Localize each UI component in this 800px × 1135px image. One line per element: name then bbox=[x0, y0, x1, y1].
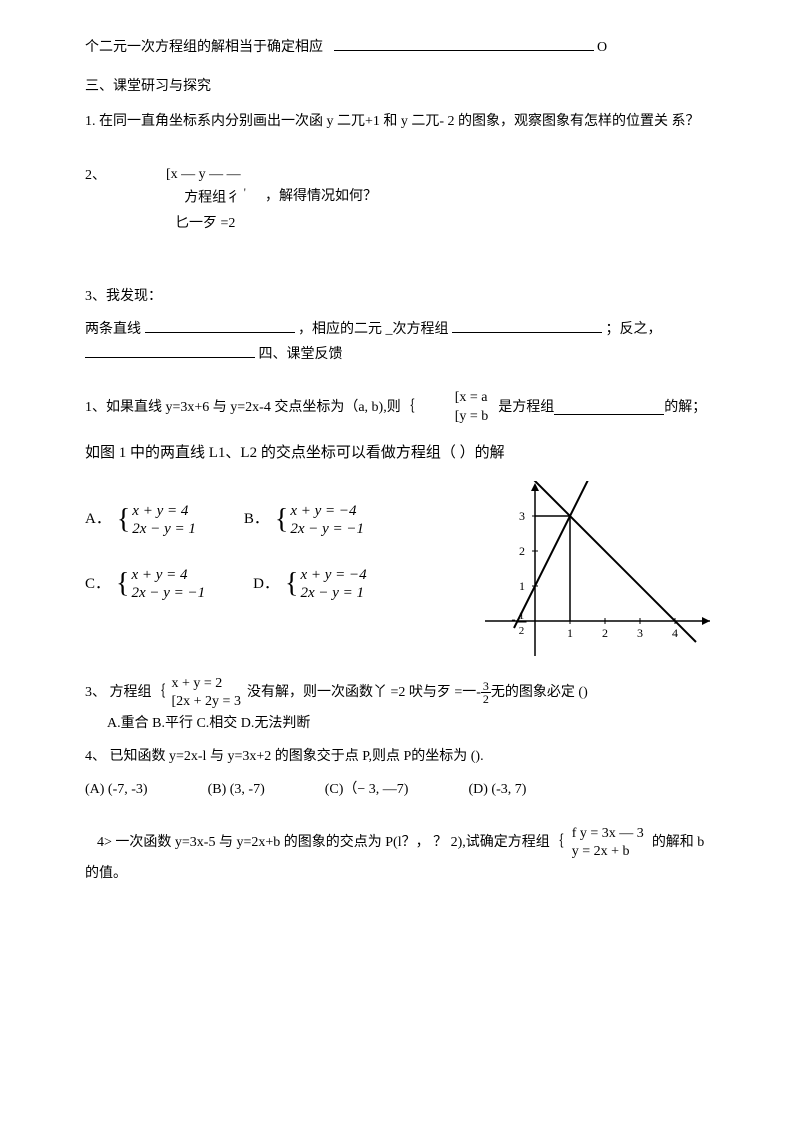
q3-b: ，相应的二元 _次方程组 bbox=[298, 322, 449, 337]
q4b-top: f y = 3x — 3 bbox=[572, 825, 644, 843]
option-d: D． {x + y = −42x − y = 1 bbox=[253, 559, 366, 609]
opt-c-eq1: x + y = 4 bbox=[131, 566, 205, 584]
q2-suffix: ，解得情况如何？ bbox=[265, 184, 377, 209]
q3-c: ；反之， bbox=[606, 322, 662, 337]
fb1-top: [x = a bbox=[455, 389, 489, 407]
q3b-top: x + y = 2 bbox=[172, 675, 241, 693]
opt-d-eq2: 2x − y = 1 bbox=[300, 584, 366, 602]
figure-section: A． {x + y = 42x − y = 1 B． {x + y = −42x… bbox=[85, 481, 715, 661]
opt-b-eq1: x + y = −4 bbox=[290, 502, 364, 520]
q3b-frac: 3 2 bbox=[481, 680, 491, 705]
q4b-bot: y = 2x + b bbox=[572, 843, 644, 861]
fb1-suffix: 的解； bbox=[664, 395, 706, 420]
option-a: A． {x + y = 42x − y = 1 bbox=[85, 495, 196, 545]
q3b-bot: [2x + 2y = 3 bbox=[172, 693, 241, 711]
svg-text:2: 2 bbox=[602, 626, 608, 640]
opt-b-eq2: 2x − y = −1 bbox=[290, 520, 364, 538]
opt-a-eq2: 2x − y = 1 bbox=[132, 520, 196, 538]
top-prefix: 个二元一次方程组的解相当于确定相应 bbox=[85, 40, 323, 55]
opt-d-label: D． bbox=[253, 571, 279, 598]
blank-fb1 bbox=[554, 401, 664, 415]
q3b-mid: 没有解，则一次函数丫 =2 吠与歹 =一- bbox=[247, 680, 481, 705]
opt-b-label: B． bbox=[244, 506, 269, 533]
svg-text:4: 4 bbox=[672, 626, 678, 640]
svg-text:3: 3 bbox=[519, 509, 525, 523]
blank-3b bbox=[452, 319, 602, 333]
q3b-suffix: 无的图象必定 () bbox=[491, 680, 588, 705]
q2-eq-bot: 匕一歹 =2 bbox=[175, 211, 235, 236]
feedback-q4: 4、 已知函数 y=2x-l 与 y=3x+2 的图象交于点 P,则点 P的坐标… bbox=[85, 744, 715, 769]
graph-svg: 1234123-12 bbox=[485, 481, 715, 661]
q3-d: 四、课堂反馈 bbox=[259, 347, 343, 362]
q3b-prefix: 3、 方程组｛ bbox=[85, 680, 166, 705]
section-3-title: 三、课堂研习与探究 bbox=[85, 74, 715, 99]
blank-3a bbox=[145, 319, 295, 333]
q4-opt-d: (D) (-3, 7) bbox=[468, 777, 526, 802]
blank-3c bbox=[85, 344, 255, 358]
q4-opt-b: (B) (3, -7) bbox=[208, 777, 265, 802]
question-3-body: 两条直线 ，相应的二元 _次方程组 ；反之， 四、课堂反馈 bbox=[85, 317, 715, 367]
question-3-title: 3、我发现： bbox=[85, 284, 715, 309]
svg-text:2: 2 bbox=[519, 625, 525, 637]
coordinate-graph: 1234123-12 bbox=[485, 481, 715, 661]
option-c: C． {x + y = 42x − y = −1 bbox=[85, 559, 205, 609]
question-1: 1. 在同一直角坐标系内分别画出一次函 y 二兀+1 和 y 二兀- 2 的图象… bbox=[85, 109, 715, 134]
q3b-options: A.重合 B.平行 C.相交 D.无法判断 bbox=[107, 711, 715, 736]
fb1-prefix: 1、如果直线 y=3x+6 与 y=2x-4 交点坐标为（a, b),则｛ bbox=[85, 395, 415, 420]
top-partial-line: 个二元一次方程组的解相当于确定相应 O bbox=[85, 35, 715, 60]
svg-text:1: 1 bbox=[519, 579, 525, 593]
feedback-q4b: 4> 一次函数 y=3x-5 与 y=2x+b 的图象的交点为 P(l？， ？ … bbox=[85, 825, 715, 861]
opt-c-eq2: 2x − y = −1 bbox=[131, 584, 205, 602]
figure-caption: 如图 1 中的两直线 L1、L2 的交点坐标可以看做方程组（ ）的解 bbox=[85, 440, 715, 467]
svg-text:1: 1 bbox=[567, 626, 573, 640]
fb1-mid: 是方程组 bbox=[498, 395, 554, 420]
fb1-bot: [y = b bbox=[455, 408, 489, 426]
blank-top bbox=[334, 37, 594, 51]
q4-opt-c: (C)（− 3, —7) bbox=[325, 777, 409, 802]
q2-number: 2、 bbox=[85, 163, 106, 188]
option-b: B． {x + y = −42x − y = −1 bbox=[244, 495, 364, 545]
opt-c-label: C． bbox=[85, 571, 110, 598]
feedback-q1: 1、如果直线 y=3x+6 与 y=2x-4 交点坐标为（a, b),则｛ [x… bbox=[85, 389, 715, 425]
q4b-suffix: 的解和 b bbox=[652, 830, 705, 855]
feedback-q3: 3、 方程组｛ x + y = 2 [2x + 2y = 3 没有解，则一次函数… bbox=[85, 675, 715, 711]
svg-text:2: 2 bbox=[519, 544, 525, 558]
q4-opt-a: (A) (-7, -3) bbox=[85, 777, 148, 802]
opt-a-eq1: x + y = 4 bbox=[132, 502, 196, 520]
q2-mid: 方程组彳 ' bbox=[165, 182, 265, 211]
svg-text:3: 3 bbox=[637, 626, 643, 640]
q3-a: 两条直线 bbox=[85, 322, 141, 337]
q4b-prefix: 4> 一次函数 y=3x-5 与 y=2x+b 的图象的交点为 P(l？， ？ … bbox=[97, 830, 564, 855]
opt-d-eq1: x + y = −4 bbox=[300, 566, 366, 584]
q4-options: (A) (-7, -3) (B) (3, -7) (C)（− 3, —7) (D… bbox=[85, 777, 715, 802]
opt-a-label: A． bbox=[85, 506, 111, 533]
options-column: A． {x + y = 42x − y = 1 B． {x + y = −42x… bbox=[85, 481, 467, 661]
q3b-frac-bot: 2 bbox=[481, 693, 491, 705]
top-suffix: O bbox=[597, 40, 607, 55]
svg-text:-: - bbox=[512, 612, 516, 626]
q4b-last: 的值。 bbox=[85, 861, 715, 886]
